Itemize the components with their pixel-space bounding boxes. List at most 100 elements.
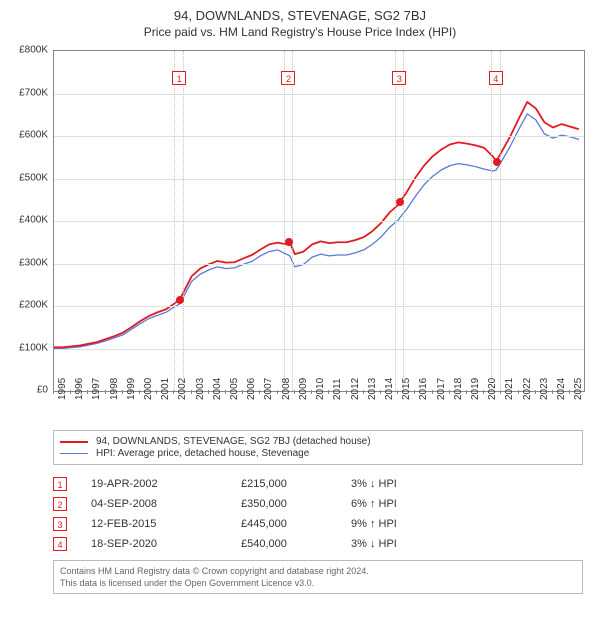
x-axis-label: 2020 bbox=[487, 390, 498, 400]
x-axis-tick bbox=[535, 390, 536, 394]
event-band bbox=[395, 51, 404, 391]
x-axis-tick bbox=[139, 390, 140, 394]
event-delta: 3% ↓ HPI bbox=[351, 478, 471, 490]
x-axis-label: 1996 bbox=[74, 390, 85, 400]
event-delta: 6% ↑ HPI bbox=[351, 498, 471, 510]
x-axis-tick bbox=[191, 390, 192, 394]
y-axis-label: £200K bbox=[3, 300, 48, 311]
x-axis-tick bbox=[105, 390, 106, 394]
gridline-h bbox=[54, 136, 584, 137]
event-delta: 9% ↑ HPI bbox=[351, 518, 471, 530]
legend-swatch bbox=[60, 453, 88, 454]
x-axis-label: 2005 bbox=[229, 390, 240, 400]
event-marker: 3 bbox=[392, 71, 406, 85]
x-axis-label: 2009 bbox=[298, 390, 309, 400]
x-axis-tick bbox=[122, 390, 123, 394]
x-axis-tick bbox=[277, 390, 278, 394]
x-axis-tick bbox=[363, 390, 364, 394]
event-number: 1 bbox=[53, 477, 67, 491]
x-axis-tick bbox=[449, 390, 450, 394]
event-date: 04-SEP-2008 bbox=[91, 498, 241, 510]
event-number: 4 bbox=[53, 537, 67, 551]
x-axis-label: 1999 bbox=[126, 390, 137, 400]
x-axis-tick bbox=[242, 390, 243, 394]
x-axis-tick bbox=[397, 390, 398, 394]
x-axis-tick bbox=[483, 390, 484, 394]
x-axis-tick bbox=[552, 390, 553, 394]
x-axis-label: 2001 bbox=[160, 390, 171, 400]
page-subtitle: Price paid vs. HM Land Registry's House … bbox=[0, 23, 600, 43]
x-axis-label: 2023 bbox=[539, 390, 550, 400]
legend-label: HPI: Average price, detached house, Stev… bbox=[96, 448, 309, 459]
event-price: £350,000 bbox=[241, 498, 351, 510]
y-axis-label: £100K bbox=[3, 342, 48, 353]
y-axis-label: £500K bbox=[3, 172, 48, 183]
x-axis-label: 2010 bbox=[315, 390, 326, 400]
event-date: 12-FEB-2015 bbox=[91, 518, 241, 530]
gridline-h bbox=[54, 349, 584, 350]
event-number: 2 bbox=[53, 497, 67, 511]
event-price: £445,000 bbox=[241, 518, 351, 530]
x-axis-label: 2025 bbox=[573, 390, 584, 400]
x-axis-label: 2004 bbox=[212, 390, 223, 400]
event-row: 418-SEP-2020£540,0003% ↓ HPI bbox=[53, 534, 583, 554]
x-axis-tick bbox=[208, 390, 209, 394]
x-axis-label: 1998 bbox=[109, 390, 120, 400]
x-axis-tick bbox=[225, 390, 226, 394]
x-axis-label: 2021 bbox=[504, 390, 515, 400]
x-axis-tick bbox=[328, 390, 329, 394]
gridline-h bbox=[54, 264, 584, 265]
x-axis-label: 2016 bbox=[418, 390, 429, 400]
event-point bbox=[493, 158, 501, 166]
event-marker: 2 bbox=[281, 71, 295, 85]
legend-item-hpi: HPI: Average price, detached house, Stev… bbox=[60, 448, 576, 459]
gridline-h bbox=[54, 179, 584, 180]
x-axis-label: 2017 bbox=[436, 390, 447, 400]
y-axis-label: £400K bbox=[3, 215, 48, 226]
footer-line: Contains HM Land Registry data © Crown c… bbox=[60, 565, 576, 577]
x-axis-label: 2008 bbox=[281, 390, 292, 400]
event-point bbox=[285, 238, 293, 246]
event-price: £540,000 bbox=[241, 538, 351, 550]
x-axis-label: 2006 bbox=[246, 390, 257, 400]
x-axis-label: 2018 bbox=[453, 390, 464, 400]
legend: 94, DOWNLANDS, STEVENAGE, SG2 7BJ (detac… bbox=[53, 430, 583, 465]
y-axis-label: £300K bbox=[3, 257, 48, 268]
x-axis-tick bbox=[311, 390, 312, 394]
event-point bbox=[396, 198, 404, 206]
x-axis-tick bbox=[173, 390, 174, 394]
event-band bbox=[174, 51, 183, 391]
page: 94, DOWNLANDS, STEVENAGE, SG2 7BJ Price … bbox=[0, 0, 600, 620]
x-axis-label: 2000 bbox=[143, 390, 154, 400]
x-axis-tick bbox=[500, 390, 501, 394]
x-axis-label: 2015 bbox=[401, 390, 412, 400]
x-axis-label: 2002 bbox=[177, 390, 188, 400]
x-axis-label: 2022 bbox=[522, 390, 533, 400]
events-table: 119-APR-2002£215,0003% ↓ HPI204-SEP-2008… bbox=[53, 474, 583, 554]
y-axis-label: £800K bbox=[3, 45, 48, 56]
x-axis-label: 2011 bbox=[332, 390, 343, 400]
event-price: £215,000 bbox=[241, 478, 351, 490]
event-date: 19-APR-2002 bbox=[91, 478, 241, 490]
x-axis-tick bbox=[294, 390, 295, 394]
event-point bbox=[176, 296, 184, 304]
x-axis-tick bbox=[259, 390, 260, 394]
x-axis-label: 2003 bbox=[195, 390, 206, 400]
x-axis-label: 2013 bbox=[367, 390, 378, 400]
page-title: 94, DOWNLANDS, STEVENAGE, SG2 7BJ bbox=[0, 0, 600, 23]
footer-line: This data is licensed under the Open Gov… bbox=[60, 577, 576, 589]
x-axis-label: 2014 bbox=[384, 390, 395, 400]
x-axis-label: 2012 bbox=[350, 390, 361, 400]
x-axis-label: 1995 bbox=[57, 390, 68, 400]
x-axis-label: 2024 bbox=[556, 390, 567, 400]
x-axis-tick bbox=[346, 390, 347, 394]
y-axis-label: £600K bbox=[3, 130, 48, 141]
x-axis-tick bbox=[414, 390, 415, 394]
event-band bbox=[491, 51, 500, 391]
legend-swatch bbox=[60, 441, 88, 443]
event-delta: 3% ↓ HPI bbox=[351, 538, 471, 550]
event-row: 2 04-SEP-2008£350,0006% ↑ HPI bbox=[53, 494, 583, 514]
price-chart: 1234 bbox=[53, 50, 585, 392]
event-number: 3 bbox=[53, 517, 67, 531]
x-axis-label: 2007 bbox=[263, 390, 274, 400]
